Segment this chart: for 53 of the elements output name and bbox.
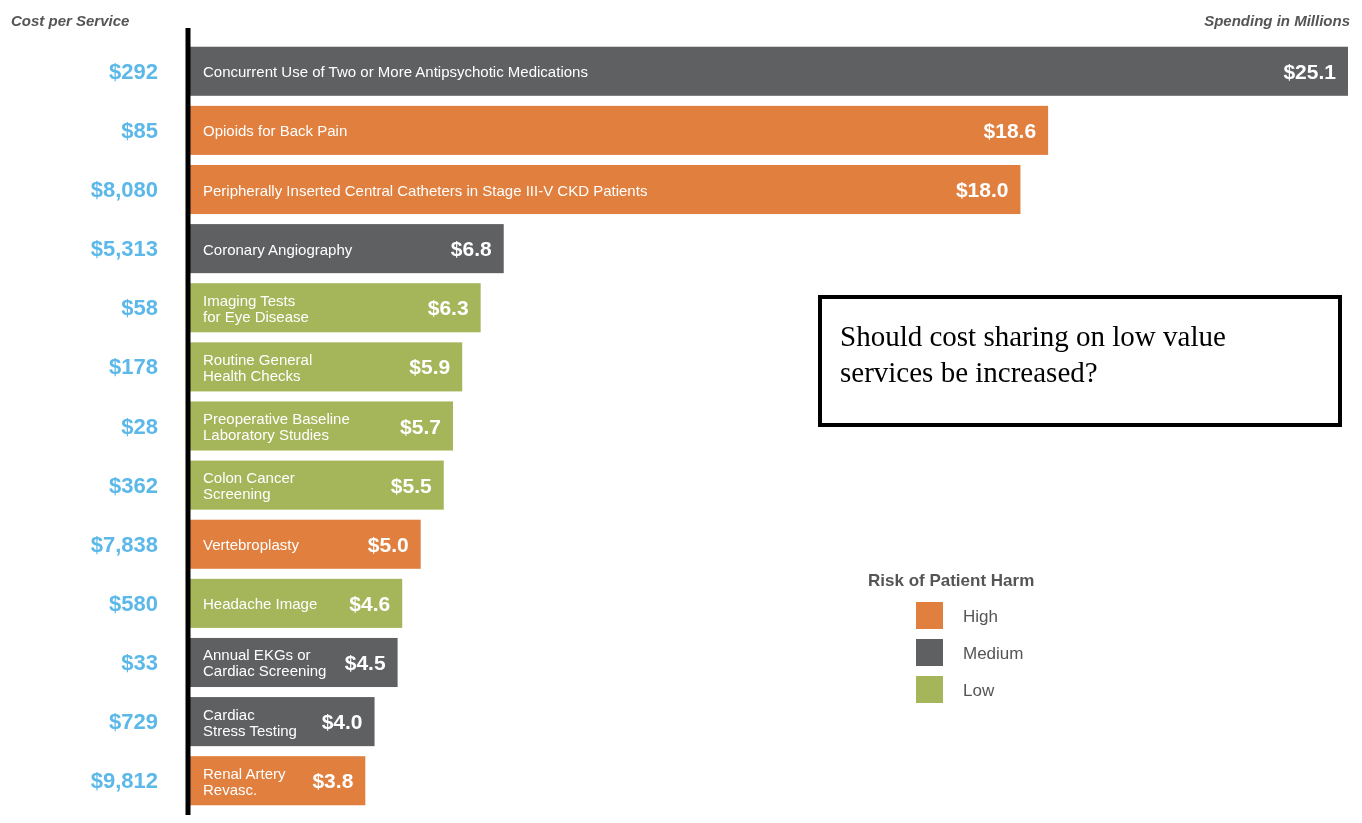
bar <box>190 224 504 274</box>
annotation: Should cost sharing on low value services be increased? <box>840 320 1226 388</box>
data-label: $5.5 <box>390 473 433 497</box>
y-tick-label: Concurrent Use of Two or More Antipsychotic Medications <box>203 62 588 80</box>
data-label: $4.0 <box>321 710 363 734</box>
legend-label: High <box>963 606 998 626</box>
y-tick-label: Imaging Tests for Eye Disease <box>203 291 309 325</box>
text: $8,080 <box>90 177 158 203</box>
y-tick-label: Vertebroplasty <box>203 535 300 553</box>
y-tick-label: Colon Cancer Screening <box>203 468 295 502</box>
y-axis-title: Cost per Service <box>11 12 130 29</box>
text: $33 <box>121 649 158 675</box>
bar <box>190 105 1049 155</box>
data-label: $4.5 <box>344 650 386 674</box>
data-label: $18.0 <box>955 178 1009 202</box>
legend-label: Low <box>963 680 995 700</box>
data-label: $4.6 <box>349 591 391 615</box>
data-label: $25.1 <box>1283 59 1337 83</box>
text: $58 <box>121 295 158 321</box>
y-tick-label: Coronary Angiography <box>203 240 353 258</box>
text: $580 <box>109 590 158 616</box>
data-label: $5.7 <box>400 414 441 438</box>
y-tick-label: Peripherally Inserted Central Catheters in Stage III-V CKD Patients <box>203 181 648 199</box>
y-tick-label: Renal Artery Revasc. <box>203 764 287 798</box>
data-label: $5.0 <box>367 532 409 556</box>
y-tick-label: Headache Image <box>203 594 318 612</box>
data-label: $3.8 <box>312 769 354 793</box>
text: $28 <box>121 413 158 439</box>
y-tick-label: Opioids for Back Pain <box>203 121 348 139</box>
bar <box>190 460 444 510</box>
data-label: $6.8 <box>450 237 493 261</box>
bar <box>190 519 421 569</box>
text: $292 <box>109 58 158 84</box>
text: $729 <box>109 709 158 735</box>
bar <box>190 164 1021 215</box>
bar <box>190 46 1348 96</box>
data-label: $6.3 <box>427 296 469 320</box>
y-tick-label: Cardiac Stress Testing <box>203 705 297 739</box>
y-tick-label: Preoperative Baseline Laboratory Studies <box>203 409 350 443</box>
y-tick-label: Routine General Health Checks <box>203 350 313 384</box>
text: $178 <box>109 354 158 380</box>
data-label: $5.9 <box>409 355 451 379</box>
legend-title: Risk of Patient Harm <box>868 571 1035 590</box>
text: $5,313 <box>90 236 158 262</box>
x-axis-title: Spending in Millions <box>1204 12 1350 29</box>
text: $7,838 <box>90 531 158 557</box>
text: $362 <box>109 472 158 498</box>
text: $85 <box>121 117 158 143</box>
y-tick-label: Annual EKGs or Cardiac Screening <box>203 645 327 679</box>
text: $9,812 <box>90 768 158 794</box>
data-label: $18.6 <box>983 118 1037 142</box>
legend-label: Medium <box>963 643 1024 663</box>
callout-box: Should cost sharing on low value services be increased? <box>818 295 1342 427</box>
